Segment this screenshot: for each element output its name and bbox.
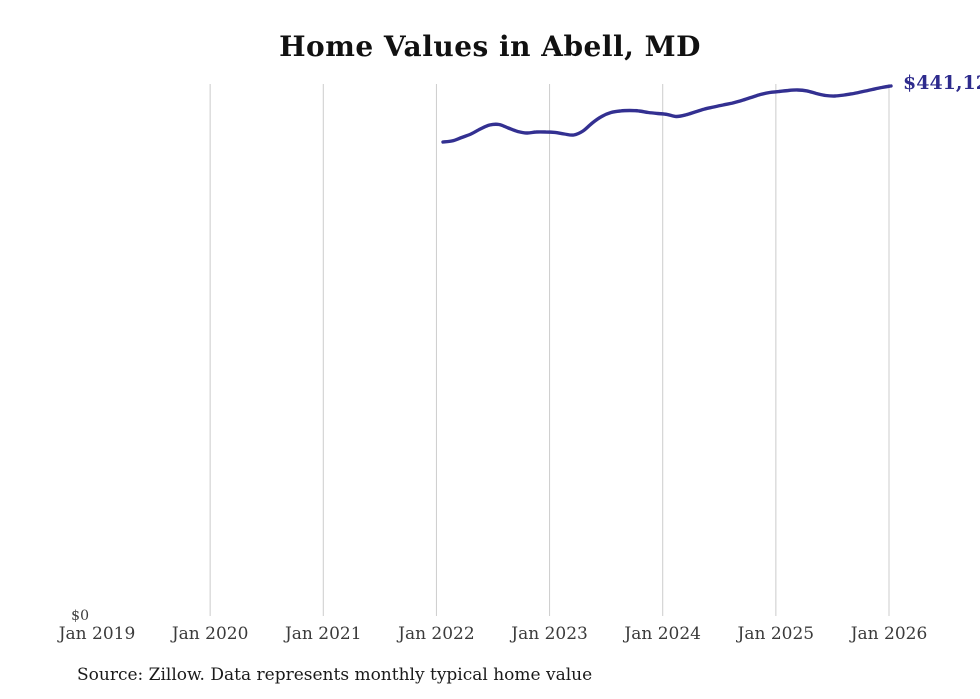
- chart-title: Home Values in Abell, MD: [279, 30, 701, 63]
- x-tick-label: Jan 2023: [511, 624, 588, 644]
- end-value-label: $441,121: [903, 72, 980, 94]
- y-axis-zero-label: $0: [71, 608, 89, 624]
- gridlines: [209, 84, 890, 616]
- source-note: Source: Zillow. Data represents monthly …: [77, 665, 593, 685]
- x-tick-label: Jan 2024: [624, 624, 701, 644]
- x-tick-label: Jan 2026: [850, 624, 928, 644]
- x-tick-label: Jan 2019: [58, 624, 136, 644]
- x-tick-label: Jan 2022: [398, 624, 475, 644]
- home-value-line: [441, 84, 893, 144]
- x-tick-label: Jan 2020: [171, 624, 249, 644]
- x-tick-label: Jan 2025: [737, 624, 815, 644]
- x-tick-label: Jan 2021: [284, 624, 362, 644]
